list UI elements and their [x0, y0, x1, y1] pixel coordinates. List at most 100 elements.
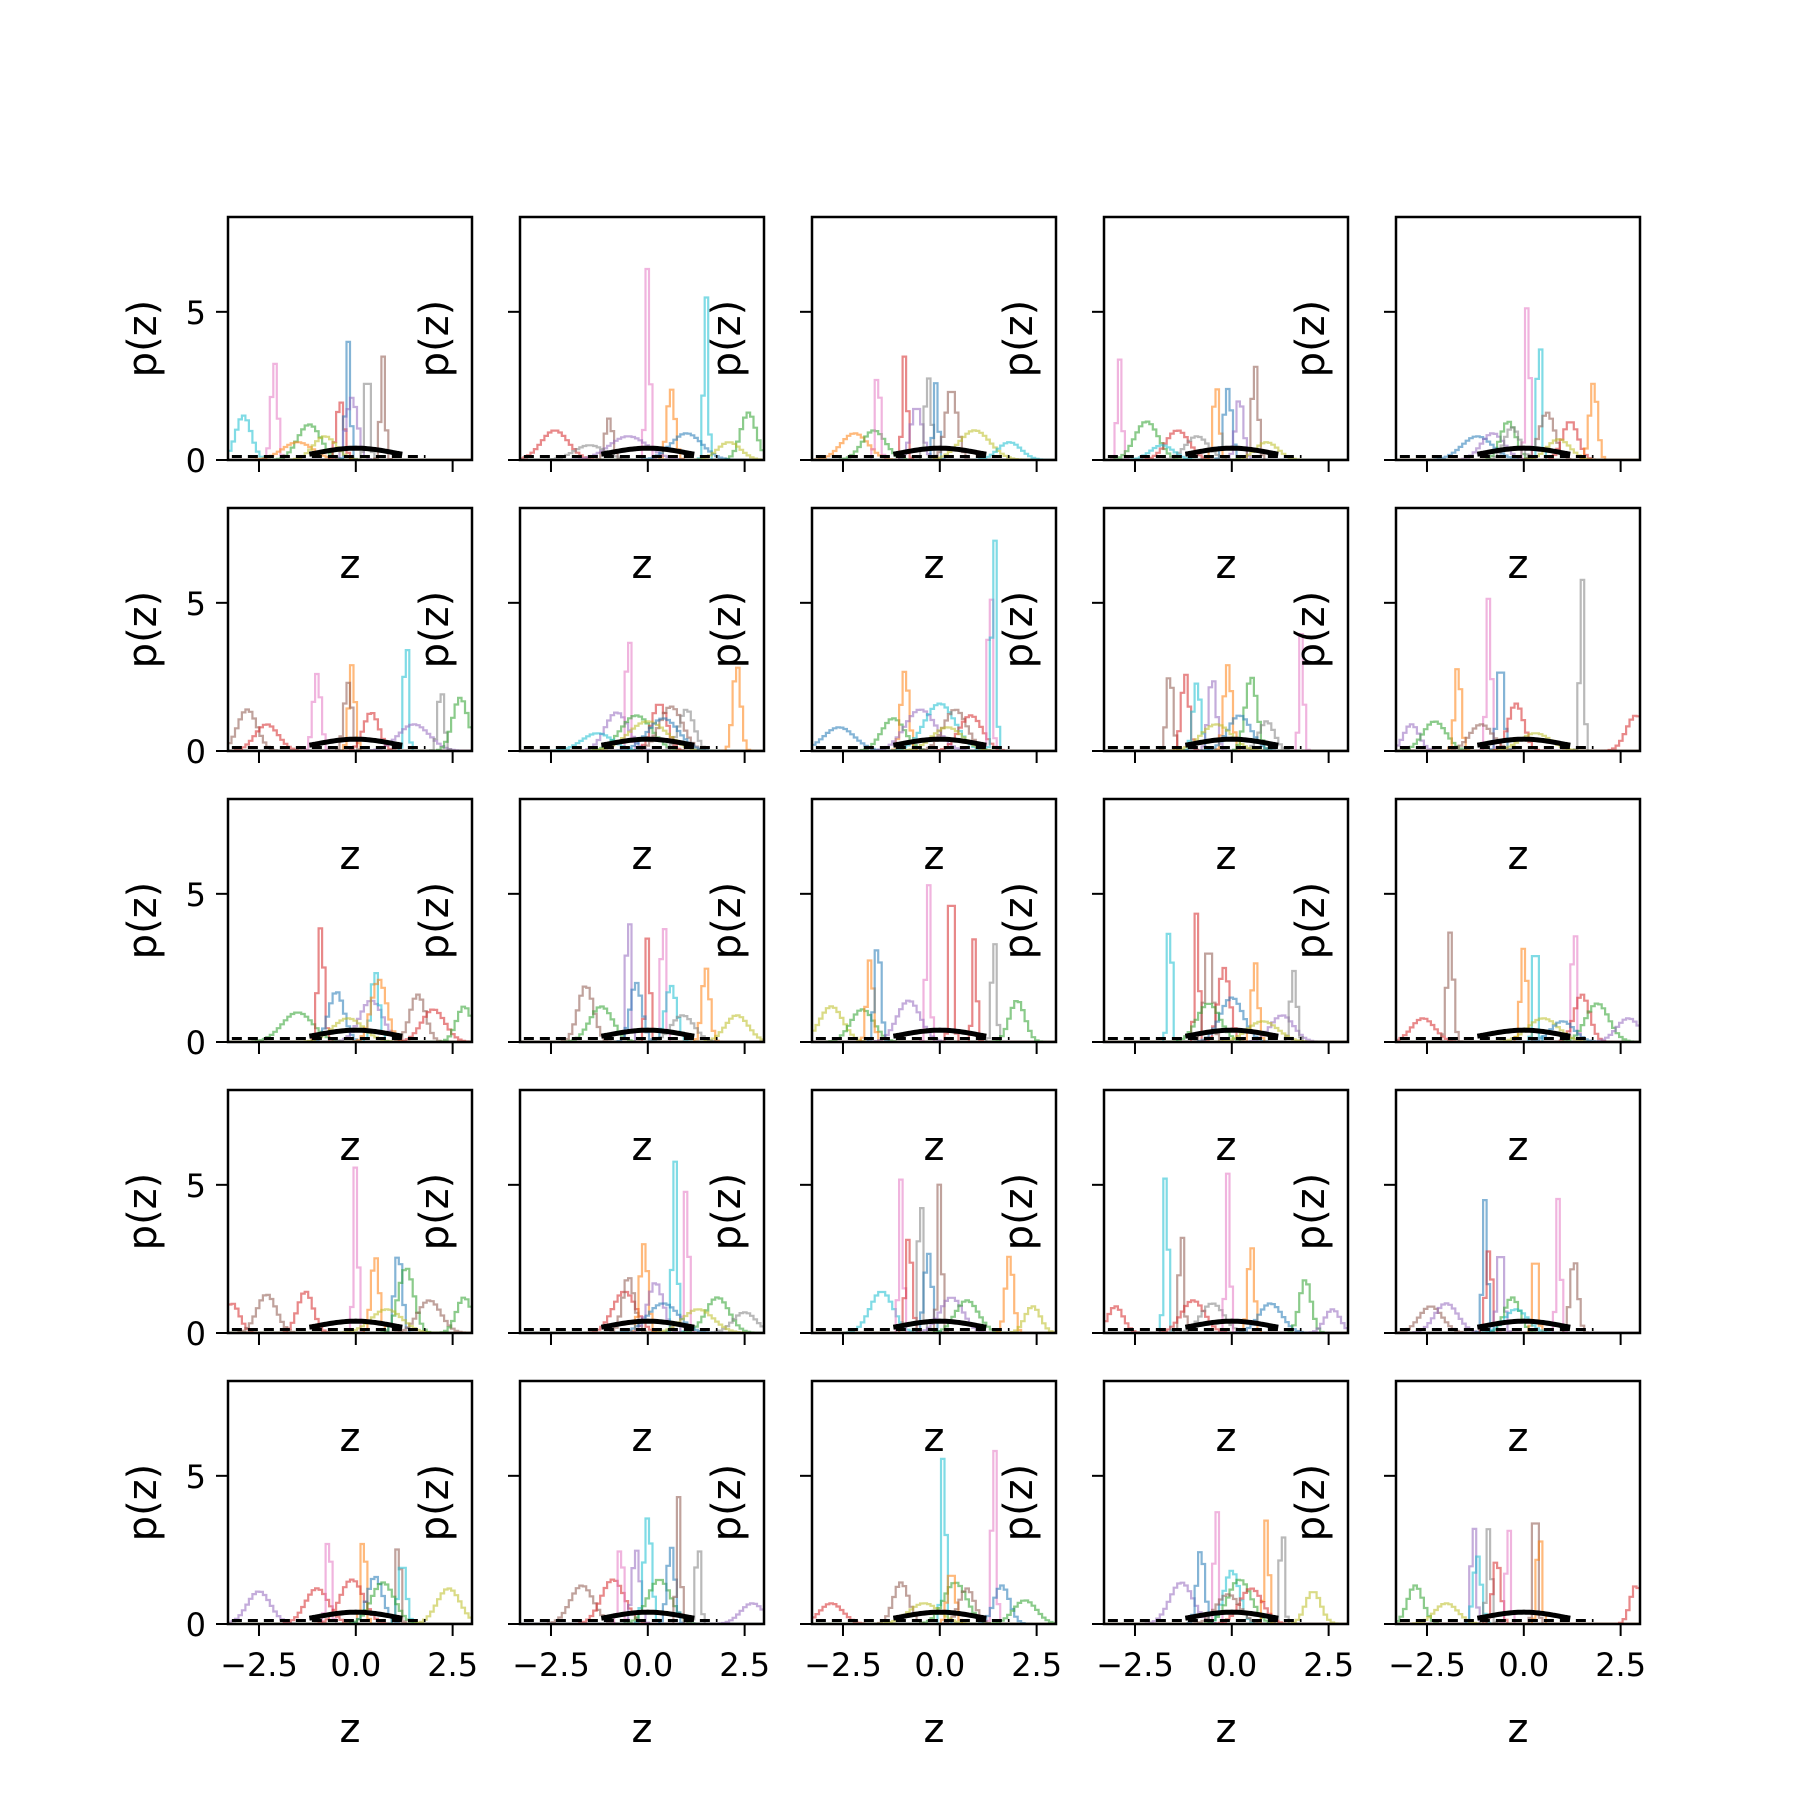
- panel-r4-c1: 0 5 z p(z): [120, 1088, 474, 1461]
- y-axis-label: p(z): [704, 300, 750, 378]
- density-series-5: [228, 681, 472, 751]
- y-axis-label: p(z): [1288, 300, 1334, 378]
- y-axis-label: p(z): [120, 1173, 166, 1251]
- x-axis-label: z: [1216, 542, 1237, 588]
- panel-r4-c5: z p(z): [1288, 1088, 1642, 1461]
- panel-grid: 05zp(z)zp(z)zp(z)zp(z)zp(z)05zp(z)zp(z)z…: [120, 215, 1646, 1752]
- density-series-6: [1396, 1296, 1640, 1333]
- panel-frame: [1102, 506, 1350, 753]
- density-series-5: [812, 1574, 1056, 1624]
- y-tick-label: 5: [186, 876, 206, 914]
- x-axis-label: z: [924, 542, 945, 588]
- panel-frame: [1102, 1379, 1350, 1626]
- density-series-5: [1104, 664, 1348, 751]
- x-axis-label: z: [1508, 1124, 1529, 1170]
- y-tick-label: 0: [186, 1315, 206, 1353]
- y-axis-label: p(z): [704, 882, 750, 960]
- y-axis-label: p(z): [704, 591, 750, 669]
- density-series-10: [1396, 1308, 1640, 1333]
- density-series-4: [812, 1581, 1056, 1624]
- panel-frame: [1394, 1379, 1642, 1626]
- density-series-8: [1396, 382, 1640, 460]
- x-axis-label: z: [1508, 1415, 1529, 1461]
- y-axis-label: p(z): [1288, 1464, 1334, 1542]
- panel-frame: [810, 506, 1058, 753]
- panel-frame: [1394, 215, 1642, 462]
- x-axis-label: z: [632, 1706, 653, 1752]
- density-series-6: [812, 1183, 1056, 1333]
- reference-solid-curve: [1184, 1318, 1279, 1330]
- density-series-5: [520, 1517, 764, 1624]
- panel-series: [520, 1160, 764, 1333]
- x-tick-label: 0.0: [330, 1646, 381, 1684]
- y-tick-label: 0: [186, 1024, 206, 1062]
- density-series-6: [228, 340, 472, 460]
- density-series-9: [1104, 1591, 1348, 1624]
- density-series-2: [520, 1277, 764, 1333]
- panel-frame: [810, 797, 1058, 1044]
- density-series-10: [228, 1587, 472, 1624]
- panel-r4-c2: z p(z): [412, 1088, 766, 1461]
- density-series-2: [1396, 432, 1640, 460]
- density-series-10: [228, 696, 472, 751]
- x-axis-label: z: [632, 1124, 653, 1170]
- x-axis-label: z: [1216, 833, 1237, 879]
- density-series-5: [1396, 1561, 1640, 1624]
- density-series-10: [1104, 1593, 1348, 1624]
- y-axis-label: p(z): [1288, 1173, 1334, 1251]
- reference-solid-curve: [308, 1609, 403, 1621]
- density-series-10: [1104, 1308, 1348, 1333]
- y-axis-label: p(z): [412, 882, 458, 960]
- y-axis-label: p(z): [996, 882, 1042, 960]
- density-series-3: [520, 267, 764, 460]
- y-axis-label: p(z): [412, 1464, 458, 1542]
- y-axis-label: p(z): [120, 882, 166, 960]
- reference-solid-curve: [600, 1027, 695, 1039]
- panel-r3-c4: z p(z): [996, 797, 1350, 1170]
- density-series-6: [1104, 400, 1348, 460]
- panel-series: [812, 1449, 1056, 1624]
- reference-solid-curve: [892, 1609, 987, 1621]
- density-series-1: [228, 1302, 472, 1333]
- density-series-6: [812, 708, 1056, 751]
- density-series-1: [1104, 1305, 1348, 1333]
- density-series-5: [1396, 1256, 1640, 1333]
- reference-solid-curve: [892, 736, 987, 748]
- x-tick-label: 0.0: [914, 1646, 965, 1684]
- density-series-7: [812, 1584, 1056, 1624]
- density-series-1: [1396, 1305, 1640, 1333]
- x-tick-label: −2.5: [220, 1646, 298, 1684]
- density-series-9: [228, 1296, 472, 1333]
- density-series-10: [520, 666, 764, 751]
- density-series-4: [520, 1282, 764, 1333]
- x-axis-label: z: [924, 1124, 945, 1170]
- panel-frame: [226, 506, 474, 753]
- panel-r5-c3: −2.5 0.0 2.5 z p(z): [704, 1379, 1062, 1752]
- panel-frame: [518, 215, 766, 462]
- density-series-3: [1396, 947, 1640, 1042]
- density-series-4: [520, 703, 764, 751]
- panel-r4-c4: z p(z): [996, 1088, 1350, 1461]
- y-tick-label: 5: [186, 585, 206, 623]
- panel-frame: [518, 506, 766, 753]
- reference-solid-curve: [308, 1318, 403, 1330]
- x-tick-label: 2.5: [1011, 1646, 1062, 1684]
- density-series-6: [1104, 1002, 1348, 1042]
- panel-frame: [226, 1379, 474, 1626]
- y-axis-label: p(z): [1288, 591, 1334, 669]
- y-axis-label: p(z): [412, 1173, 458, 1251]
- panel-frame: [810, 215, 1058, 462]
- density-series-4: [228, 999, 472, 1042]
- reference-solid-curve: [600, 1609, 695, 1621]
- y-axis-label: p(z): [996, 1173, 1042, 1251]
- y-axis-label: p(z): [120, 1464, 166, 1542]
- panel-r3-c1: 0 5 z p(z): [120, 797, 474, 1170]
- y-tick-label: 0: [186, 1606, 206, 1644]
- x-tick-label: 2.5: [719, 1646, 770, 1684]
- density-series-1: [520, 711, 764, 751]
- panel-series: [228, 649, 472, 751]
- reference-solid-curve: [308, 445, 403, 457]
- density-series-5: [228, 1578, 472, 1624]
- y-axis-label: p(z): [1288, 882, 1334, 960]
